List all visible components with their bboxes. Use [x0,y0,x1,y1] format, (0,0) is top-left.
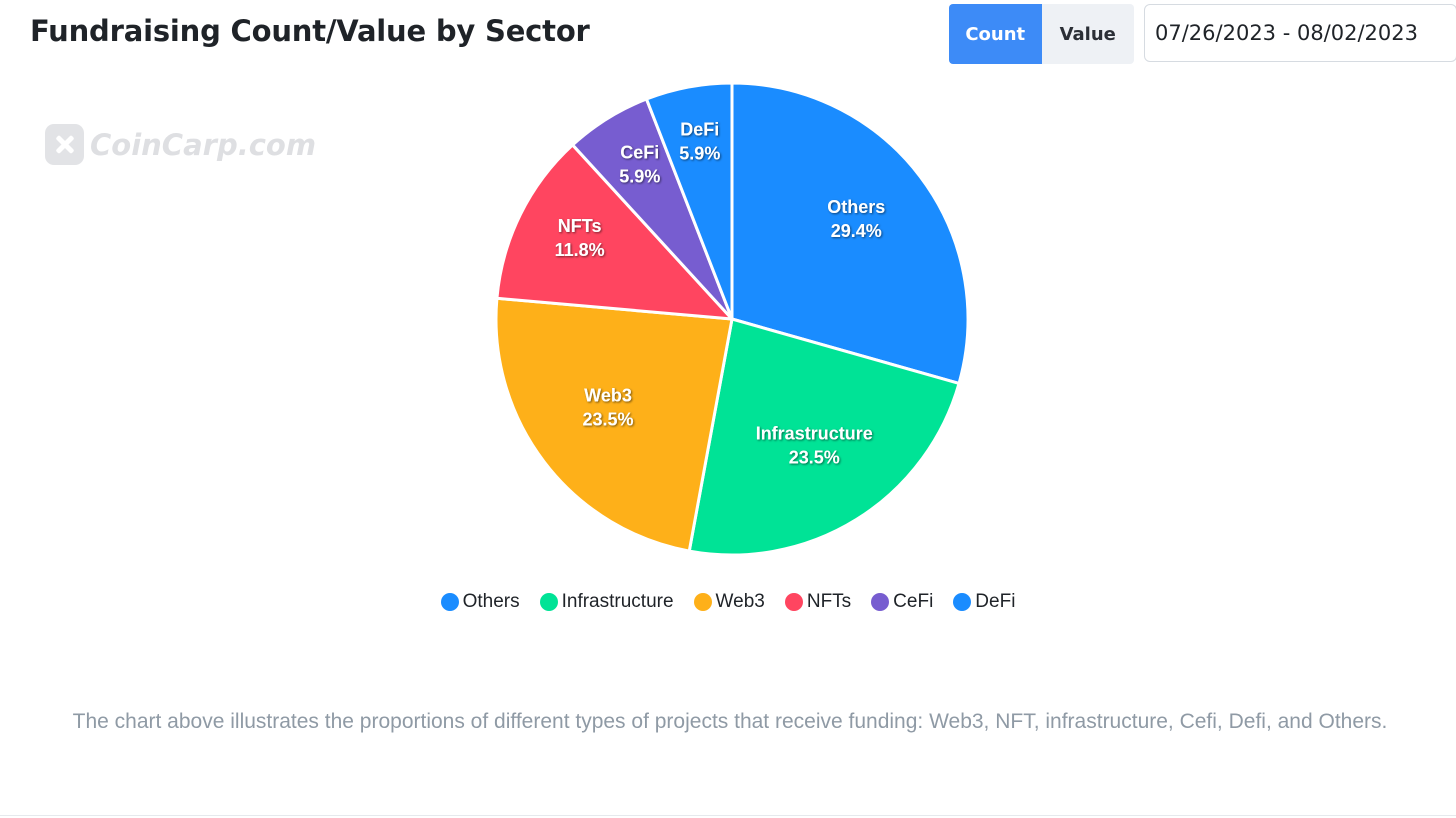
pie-chart: Others 29.4% Infrastructure 23.5% Web3 23.5% N… [494,81,970,557]
legend-dot-icon [440,593,459,611]
value-button[interactable]: Value [1041,4,1134,64]
legend-item-others[interactable]: Others [440,591,520,613]
legend-label: CeFi [893,591,934,612]
legend-item-defi[interactable]: DeFi [953,591,1015,613]
data-label-defi: DeFi 5.9% [679,119,720,163]
data-label-others: Others 29.4% [827,197,885,241]
pie-slice-web3[interactable] [494,296,734,553]
data-label-cefi: CeFi 5.9% [619,143,660,187]
legend-dot-icon [953,593,972,611]
legend-item-web3[interactable]: Web3 [693,591,765,613]
data-label-nfts: NFTs 11.8% [555,216,605,260]
data-label-web3: Web3 23.5% [583,385,634,429]
legend-label: Infrastructure [561,591,674,612]
chart-caption: The chart above illustrates the proporti… [72,710,1388,733]
coincarp-logo-icon [45,124,84,165]
legend-label: NFTs [806,591,852,612]
date-range-input[interactable] [1144,4,1456,62]
chart-legend: Others Infrastructure Web3 NFTs CeFi DeFi [0,591,1456,613]
legend-item-infrastructure[interactable]: Infrastructure [539,591,674,613]
pie-slice-nfts[interactable] [495,143,734,321]
count-button[interactable]: Count [949,4,1042,64]
data-label-infrastructure: Infrastructure 23.5% [756,423,873,467]
legend-item-nfts[interactable]: NFTs [784,591,852,613]
legend-label: DeFi [975,591,1016,612]
divider [0,815,1456,816]
legend-dot-icon [539,593,558,611]
legend-dot-icon [871,593,890,611]
legend-item-cefi[interactable]: CeFi [871,591,933,613]
legend-label: Others [462,591,520,612]
legend-dot-icon [784,593,803,611]
watermark-text: CoinCarp.com [90,127,317,162]
legend-dot-icon [693,593,712,611]
chart-title: Fundraising Count/Value by Sector [30,14,590,48]
pie-slice-infrastructure[interactable] [687,317,961,557]
legend-label: Web3 [715,591,765,612]
count-value-toggle: Count Value [949,4,1134,64]
pie-slice-defi[interactable] [645,81,734,321]
pie-slice-others[interactable] [730,81,970,385]
watermark: CoinCarp.com [45,124,316,165]
